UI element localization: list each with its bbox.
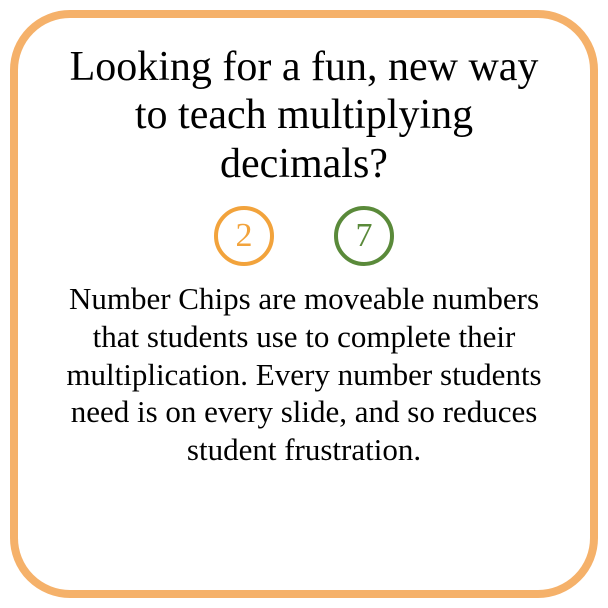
card-body-text: Number Chips are moveable numbers that s… — [48, 280, 560, 469]
number-chip-green[interactable]: 7 — [334, 206, 394, 266]
card-heading: Looking for a fun, new way to teach mult… — [48, 43, 560, 188]
number-chip-orange[interactable]: 2 — [214, 206, 274, 266]
chips-row: 2 7 — [214, 206, 394, 266]
info-card: Looking for a fun, new way to teach mult… — [10, 10, 598, 598]
